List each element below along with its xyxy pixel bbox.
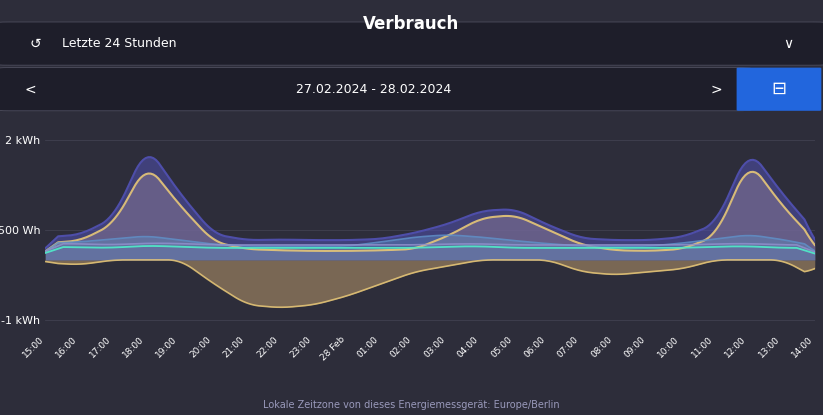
FancyBboxPatch shape [0,68,751,111]
FancyBboxPatch shape [0,22,823,65]
Text: >: > [710,82,722,96]
Text: ↺: ↺ [30,37,42,51]
Text: Letzte 24 Stunden: Letzte 24 Stunden [62,37,177,50]
Text: Lokale Zeitzone von dieses Energiemessgerät: Europe/Berlin: Lokale Zeitzone von dieses Energiemessge… [263,400,560,410]
Text: <: < [25,82,36,96]
Text: 27.02.2024 - 28.02.2024: 27.02.2024 - 28.02.2024 [295,83,451,96]
Text: ∨: ∨ [783,37,793,51]
Text: ⊟: ⊟ [771,80,787,98]
Text: Verbrauch: Verbrauch [364,15,459,32]
FancyBboxPatch shape [737,68,821,111]
